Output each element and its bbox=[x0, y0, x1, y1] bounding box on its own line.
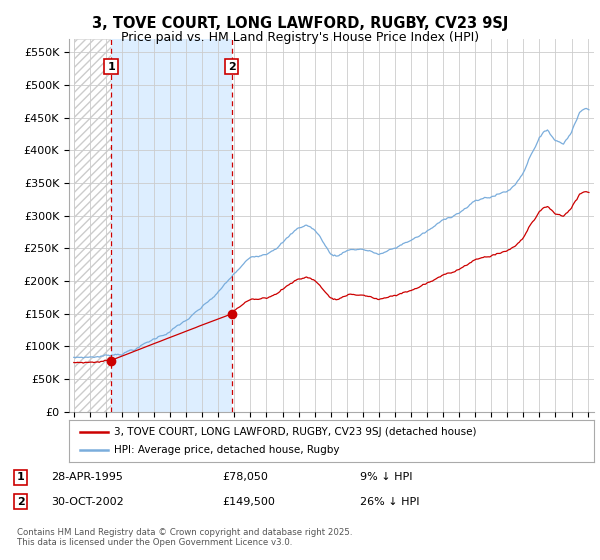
Text: 2: 2 bbox=[228, 62, 236, 72]
Text: 28-APR-1995: 28-APR-1995 bbox=[51, 472, 123, 482]
Text: Price paid vs. HM Land Registry's House Price Index (HPI): Price paid vs. HM Land Registry's House … bbox=[121, 31, 479, 44]
Text: 3, TOVE COURT, LONG LAWFORD, RUGBY, CV23 9SJ: 3, TOVE COURT, LONG LAWFORD, RUGBY, CV23… bbox=[92, 16, 508, 31]
Text: £149,500: £149,500 bbox=[222, 497, 275, 507]
Bar bbox=[74, 39, 111, 412]
Text: Contains HM Land Registry data © Crown copyright and database right 2025.
This d: Contains HM Land Registry data © Crown c… bbox=[17, 528, 352, 547]
Text: 1: 1 bbox=[107, 62, 115, 72]
Text: 2: 2 bbox=[17, 497, 25, 507]
Text: 9% ↓ HPI: 9% ↓ HPI bbox=[360, 472, 413, 482]
Bar bbox=[111, 39, 232, 412]
Text: 3, TOVE COURT, LONG LAWFORD, RUGBY, CV23 9SJ (detached house): 3, TOVE COURT, LONG LAWFORD, RUGBY, CV23… bbox=[113, 427, 476, 437]
Text: £78,050: £78,050 bbox=[222, 472, 268, 482]
Text: HPI: Average price, detached house, Rugby: HPI: Average price, detached house, Rugb… bbox=[113, 445, 339, 455]
Text: 26% ↓ HPI: 26% ↓ HPI bbox=[360, 497, 419, 507]
Text: 30-OCT-2002: 30-OCT-2002 bbox=[51, 497, 124, 507]
Text: 1: 1 bbox=[17, 472, 25, 482]
